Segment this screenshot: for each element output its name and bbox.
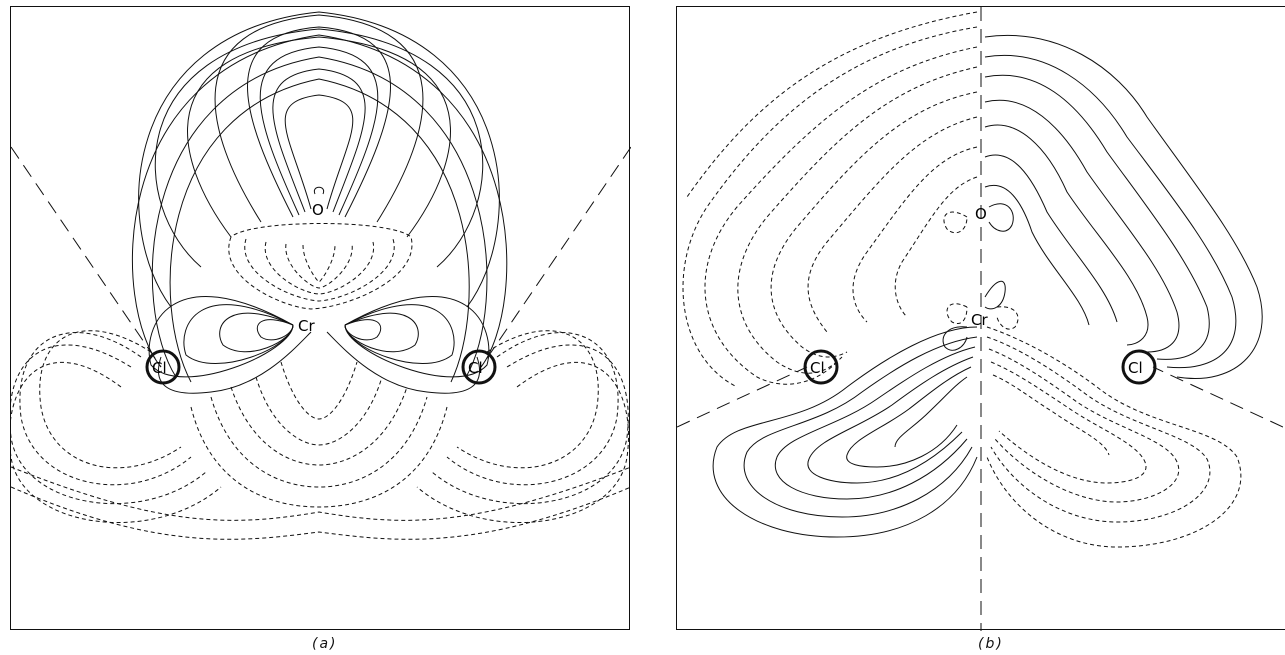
contour-panel-b: O Cr Cl Cl bbox=[676, 6, 1285, 631]
positive-contours-cr-lobes bbox=[148, 295, 490, 394]
node-line-right bbox=[480, 146, 631, 368]
atom-label-oxygen: O bbox=[975, 205, 987, 223]
contour-map-b: O Cr Cl Cl bbox=[677, 7, 1283, 631]
node-line-right bbox=[1152, 366, 1283, 428]
positive-contours-oxygen-lobe bbox=[131, 11, 508, 383]
positive-contours-lower-left bbox=[712, 326, 978, 538]
negative-contours-lower bbox=[11, 330, 631, 540]
atom-label-chlorine-right: Cl bbox=[1128, 359, 1143, 377]
negative-contours-bond-lobe bbox=[228, 223, 413, 310]
atom-label-chlorine-left: Cl bbox=[810, 359, 825, 377]
node-line-left bbox=[11, 146, 162, 368]
negative-contours-upper-left bbox=[682, 11, 978, 388]
node-line-left bbox=[677, 366, 808, 428]
positive-contours-upper-right bbox=[984, 35, 1263, 379]
atom-label-oxygen: O bbox=[312, 201, 324, 219]
contour-panel-a: O Cr Cl Cl bbox=[10, 6, 631, 630]
panel-caption-b: (b) bbox=[978, 636, 1004, 652]
atom-label-chlorine-left: Cl bbox=[152, 359, 167, 377]
cl-core-left bbox=[145, 349, 181, 385]
atom-label-chromium: Cr bbox=[298, 317, 315, 335]
negative-contours-lower-right bbox=[986, 306, 1242, 548]
atom-label-chromium: Cr bbox=[971, 311, 988, 329]
cl-core-right bbox=[461, 349, 497, 385]
cl-core-right bbox=[1121, 349, 1157, 385]
panel-caption-a: (a) bbox=[312, 636, 338, 652]
atom-label-chlorine-right: Cl bbox=[468, 359, 483, 377]
contour-map-a: O Cr Cl Cl bbox=[11, 11, 631, 540]
cl-core-left bbox=[803, 349, 839, 385]
